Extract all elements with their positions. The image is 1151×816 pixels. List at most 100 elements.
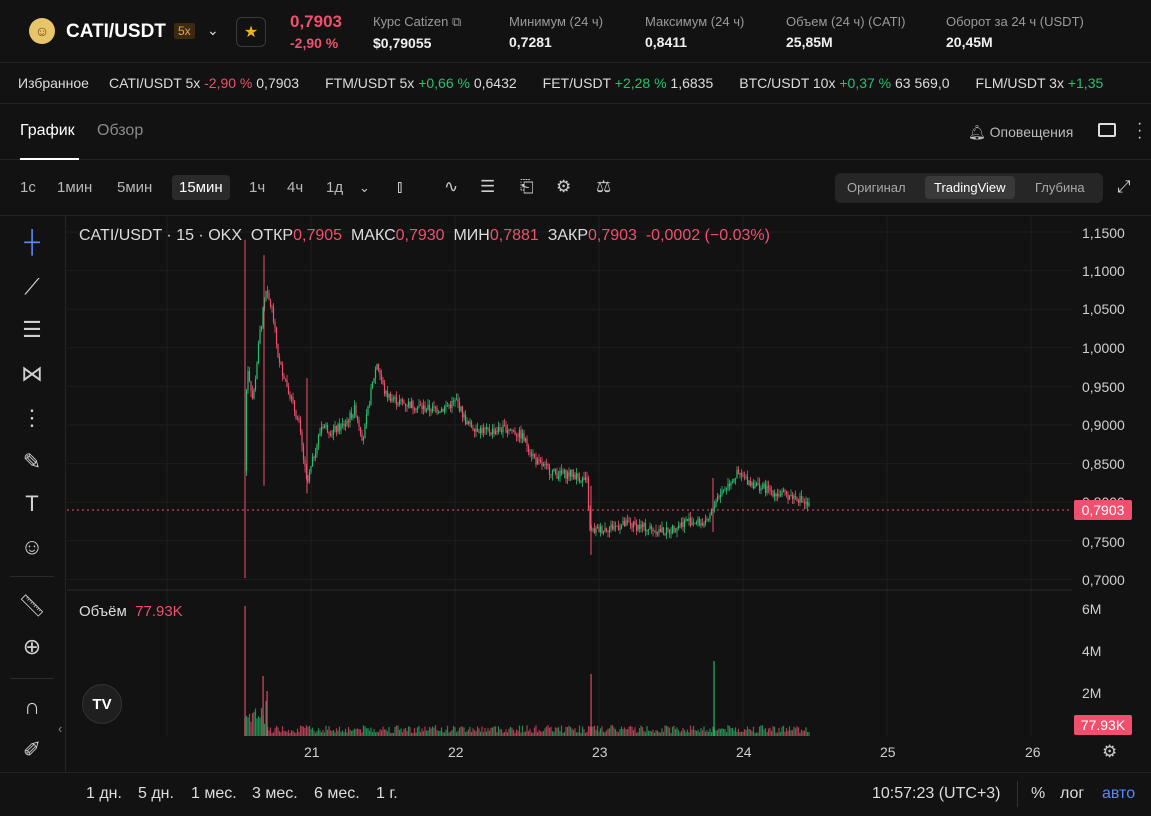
percent-toggle[interactable]: %	[1031, 785, 1046, 802]
volume-bar	[626, 729, 629, 736]
fullscreen-icon[interactable]: ⤢	[1117, 177, 1131, 196]
timeframe-1s[interactable]: 1с	[20, 179, 36, 196]
candle-body	[527, 446, 530, 452]
view-tradingview[interactable]: TradingView	[925, 176, 1015, 199]
candle-body	[400, 399, 402, 401]
timeframe-5m[interactable]: 5мин	[117, 179, 153, 196]
favorite-star-button[interactable]: ★	[236, 17, 266, 47]
candle-body	[772, 491, 774, 497]
candles-icon[interactable]: ⫾	[397, 177, 403, 196]
candle-body	[521, 433, 524, 439]
candle-body	[700, 523, 702, 526]
candle-body	[565, 470, 567, 479]
candle-body	[422, 405, 425, 410]
candle-body	[644, 523, 647, 532]
log-toggle[interactable]: лог	[1060, 785, 1085, 802]
volume-bar	[436, 729, 438, 736]
candle-body	[719, 494, 722, 498]
candle-body	[599, 526, 602, 533]
timeframe-1m[interactable]: 1мин	[57, 179, 93, 196]
tab-chart[interactable]: График	[20, 122, 75, 139]
volume-bar	[514, 732, 516, 736]
settings-gear-icon[interactable]: ⚙	[556, 177, 572, 196]
chart-canvas[interactable]	[67, 216, 1151, 772]
zoom-in-icon[interactable]: ⊕	[22, 634, 42, 659]
ticker-item[interactable]: CATI/USDT 5x -2,90 % 0,7903	[108, 75, 300, 91]
text-icon[interactable]: T	[25, 491, 39, 516]
emoji-icon[interactable]: ☺	[20, 534, 44, 559]
pattern-icon[interactable]: ⋈	[21, 361, 43, 386]
ticker-item[interactable]: BTC/USDT 10x +0,37 % 63 569,0	[739, 75, 950, 91]
bottom-bar: 1 дн. 5 дн. 1 мес. 3 мес. 6 мес. 1 г. 10…	[0, 772, 1151, 816]
fib-lines-icon[interactable]: ☰	[22, 317, 42, 342]
tab-overview[interactable]: Обзор	[97, 122, 144, 139]
collapse-chevron-icon[interactable]: ‹	[58, 721, 63, 736]
chevron-down-icon[interactable]: ⌄	[359, 180, 370, 195]
range-1m[interactable]: 1 мес.	[191, 785, 237, 802]
timeframe-1h[interactable]: 1ч	[249, 179, 266, 196]
candle-body	[716, 496, 719, 502]
favorites-label: Избранное	[18, 75, 89, 91]
layout-icon[interactable]	[1098, 123, 1116, 137]
candle-body	[544, 463, 546, 465]
candle-body	[689, 518, 692, 526]
range-1y[interactable]: 1 г.	[376, 785, 398, 802]
timeframe-4h[interactable]: 4ч	[287, 179, 304, 196]
auto-toggle[interactable]: авто	[1102, 785, 1136, 802]
ruler-icon[interactable]: 📏︎	[18, 593, 46, 618]
pair-title[interactable]: CATI/USDT	[66, 21, 166, 42]
volume-bar	[415, 732, 417, 736]
timeframe-1d[interactable]: 1д	[326, 179, 344, 196]
replay-icon[interactable]: ⎗	[520, 177, 534, 196]
compare-scale-icon[interactable]: ⚖	[596, 177, 612, 196]
volume-bar	[317, 728, 320, 736]
candle-body	[757, 483, 759, 485]
list-icon[interactable]: ☰	[480, 177, 496, 196]
crosshair-icon[interactable]: ┼	[24, 229, 40, 254]
ticker-item[interactable]: FET/USDT +2,28 % 1,6835	[542, 75, 714, 91]
volume-bar	[340, 731, 342, 736]
volume-bar	[433, 727, 435, 736]
volume-bar	[293, 732, 296, 736]
candle-body	[499, 427, 501, 431]
candle-body	[280, 362, 282, 365]
candle-body	[808, 503, 810, 506]
view-original[interactable]: Оригинал	[847, 180, 906, 195]
ticker-item[interactable]: FLM/USDT 3x +1,35	[975, 75, 1104, 91]
lock-drawing-icon[interactable]: ✐	[22, 737, 42, 762]
candle-body	[803, 502, 806, 504]
candle-body	[257, 343, 260, 363]
volume-bar	[595, 730, 597, 736]
candle-body	[472, 427, 474, 430]
forecast-icon[interactable]: ⋮	[21, 405, 43, 430]
axis-settings-icon[interactable]: ⚙	[1102, 742, 1118, 761]
candle-body	[799, 496, 801, 503]
external-link-icon[interactable]: ⧉	[451, 14, 462, 29]
range-1d[interactable]: 1 дн.	[86, 785, 122, 802]
range-3m[interactable]: 3 мес.	[252, 785, 298, 802]
timeframe-15m[interactable]: 15мин	[172, 175, 230, 200]
volume-bar	[485, 731, 488, 736]
clock[interactable]: 10:57:23 (UTC+3)	[872, 785, 1001, 802]
volume-bar	[724, 729, 726, 736]
volume-bar	[568, 725, 570, 736]
view-depth[interactable]: Глубина	[1035, 180, 1085, 195]
volume-bar	[418, 725, 420, 736]
tradingview-logo[interactable]: TV	[82, 684, 122, 724]
volume-bar	[386, 731, 389, 736]
ticker-item[interactable]: FTM/USDT 5x +0,66 % 0,6432	[325, 75, 517, 91]
candle-body	[320, 426, 323, 433]
chevron-down-icon[interactable]: ⌄	[207, 22, 219, 38]
candle-body	[407, 402, 410, 407]
range-5d[interactable]: 5 дн.	[138, 785, 174, 802]
trendline-icon[interactable]: ⟋	[24, 274, 40, 299]
more-icon[interactable]: · · ·	[1137, 115, 1143, 146]
indicators-icon[interactable]: ∿	[444, 177, 459, 196]
stat-turnover24: Оборот за 24 ч (USDT) 20,45M	[946, 14, 1084, 50]
candle-body	[271, 306, 273, 308]
magnet-icon[interactable]: ∩	[24, 694, 40, 719]
candle-body	[667, 527, 669, 530]
range-6m[interactable]: 6 мес.	[314, 785, 360, 802]
alerts-button[interactable]: 🔔︎ Оповещения	[968, 124, 1074, 140]
brush-icon[interactable]: ✎	[22, 449, 42, 474]
